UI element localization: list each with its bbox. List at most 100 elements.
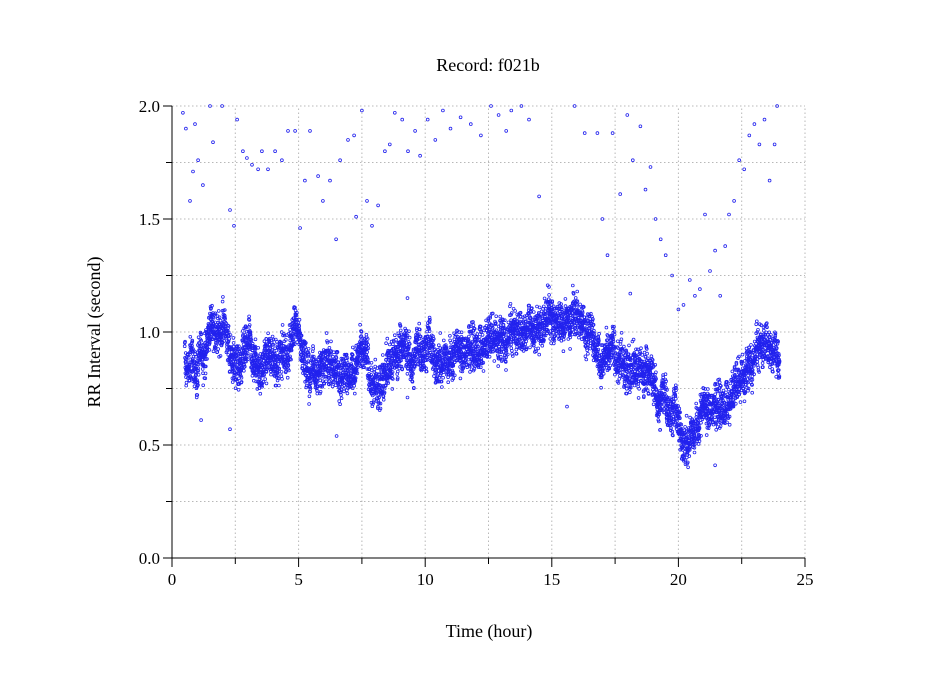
data-point [528, 345, 532, 350]
data-point [199, 338, 204, 343]
data-point [424, 369, 429, 374]
data-point [451, 370, 455, 375]
data-point [446, 380, 451, 385]
data-point [586, 351, 590, 356]
data-point [498, 314, 503, 319]
data-point [246, 357, 250, 362]
data-point [355, 371, 360, 376]
data-point [350, 345, 355, 350]
data-point [287, 368, 291, 373]
data-point [291, 337, 295, 341]
data-point [216, 309, 221, 313]
data-point [686, 465, 690, 470]
data-point [298, 336, 303, 341]
data-point [412, 364, 417, 369]
data-point [248, 344, 253, 349]
data-point [427, 329, 432, 333]
data-point [316, 384, 320, 389]
data-point [304, 341, 308, 345]
data-point [203, 371, 208, 376]
data-point [258, 352, 263, 356]
data-point [318, 364, 323, 369]
data-point [327, 345, 332, 350]
data-point [446, 366, 451, 371]
data-point [384, 341, 388, 346]
data-point [365, 367, 370, 371]
data-point [451, 376, 456, 381]
data-point [336, 364, 341, 369]
data-point [424, 366, 428, 371]
data-point [197, 341, 202, 346]
data-point [441, 357, 446, 362]
data-point [292, 342, 297, 347]
data-point [433, 347, 437, 352]
data-point [412, 385, 416, 390]
data-point [548, 337, 553, 341]
data-point [253, 337, 258, 342]
data-point [262, 339, 267, 344]
data-point [320, 355, 324, 360]
data-point [286, 363, 291, 368]
data-point [437, 379, 442, 384]
data-point [573, 296, 578, 300]
data-point [331, 354, 335, 359]
data-point [450, 368, 455, 373]
data-point [339, 396, 344, 401]
data-point [635, 347, 640, 352]
data-point [396, 351, 401, 356]
data-point [540, 343, 545, 348]
data-point [353, 376, 358, 380]
grid-lines [172, 105, 806, 558]
data-point [383, 367, 387, 372]
data-point [330, 376, 335, 381]
data-point [204, 364, 208, 369]
data-point [345, 391, 350, 396]
data-point [352, 383, 357, 388]
data-point [225, 347, 230, 352]
data-point [190, 339, 195, 344]
data-point [467, 334, 471, 339]
data-point [362, 365, 366, 370]
data-point [547, 293, 551, 297]
data-point [242, 362, 246, 367]
data-point [282, 333, 287, 338]
data-point [206, 330, 211, 334]
data-point [207, 348, 212, 352]
data-point [376, 404, 380, 409]
data-point [231, 336, 236, 340]
data-point [347, 385, 352, 390]
data-point [365, 337, 370, 341]
data-point [431, 337, 436, 341]
data-point [196, 383, 200, 387]
data-point [338, 371, 343, 376]
data-point [210, 303, 214, 308]
data-point [263, 377, 268, 381]
data-point [407, 341, 412, 346]
data-point [438, 331, 443, 335]
data-point [446, 375, 450, 380]
data-point [304, 385, 309, 390]
data-point [494, 314, 499, 319]
data-point [446, 369, 451, 374]
data-point [510, 348, 514, 353]
data-point [395, 369, 400, 374]
data-point [373, 357, 378, 362]
data-point [427, 315, 432, 320]
data-point [426, 345, 431, 350]
data-point [410, 379, 415, 384]
data-point [184, 383, 189, 388]
data-point [310, 354, 315, 359]
data-point [212, 315, 216, 320]
data-point [436, 343, 441, 348]
data-point [449, 340, 453, 345]
data-point [309, 378, 314, 383]
data-point [308, 385, 312, 390]
data-point [205, 357, 209, 361]
data-point [432, 374, 436, 378]
data-point [194, 354, 198, 359]
data-point [405, 371, 410, 376]
data-point [358, 322, 362, 327]
data-point [227, 337, 232, 341]
data-point [299, 333, 304, 338]
data-point [438, 353, 442, 358]
